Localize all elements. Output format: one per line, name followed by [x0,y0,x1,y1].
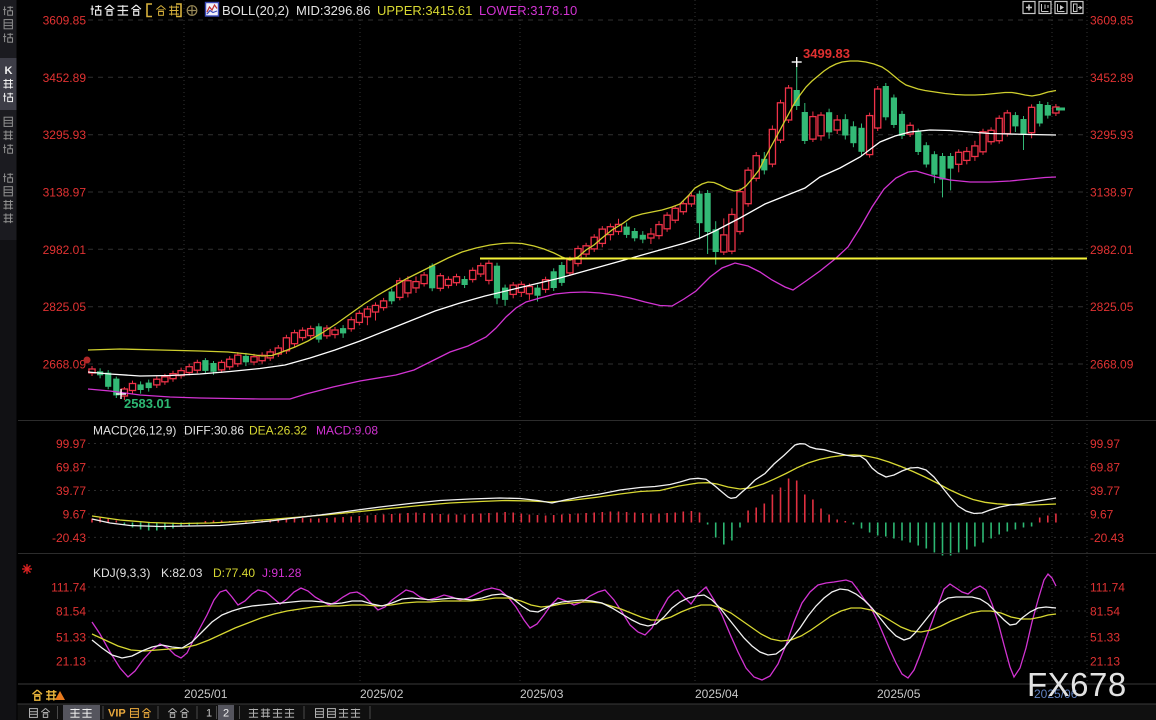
svg-text:J:91.28: J:91.28 [262,566,302,580]
svg-text:69.87: 69.87 [56,461,86,475]
svg-text:3499.83: 3499.83 [803,46,850,61]
svg-text:2825.05: 2825.05 [43,300,87,314]
svg-text:K:82.03: K:82.03 [161,566,203,580]
svg-text:MID:3296.86: MID:3296.86 [296,3,370,18]
svg-text:2025/04: 2025/04 [695,687,739,701]
svg-text:2982.01: 2982.01 [1090,243,1134,257]
svg-text:KDJ(9,3,3): KDJ(9,3,3) [93,566,150,580]
svg-text:DEA:26.32: DEA:26.32 [249,424,307,438]
svg-text:2025/01: 2025/01 [184,687,228,701]
svg-text:2982.01: 2982.01 [43,243,87,257]
svg-text:2668.09: 2668.09 [43,358,87,372]
svg-text:K: K [5,65,13,77]
svg-text:3609.85: 3609.85 [43,14,87,28]
svg-text:9.67: 9.67 [63,508,87,522]
svg-text:MACD(26,12,9): MACD(26,12,9) [93,424,176,438]
svg-text:D:77.40: D:77.40 [213,566,255,580]
svg-text:FX678: FX678 [1027,666,1127,703]
svg-text:2825.05: 2825.05 [1090,300,1134,314]
svg-text:81.54: 81.54 [1090,605,1120,619]
svg-text:LOWER:3178.10: LOWER:3178.10 [479,3,577,18]
svg-text:2025/03: 2025/03 [520,687,564,701]
svg-text:3295.93: 3295.93 [1090,128,1134,142]
svg-text:111.74: 111.74 [1090,581,1125,595]
svg-text:99.97: 99.97 [56,437,86,451]
svg-text:1: 1 [206,708,212,720]
svg-text:3138.97: 3138.97 [43,186,87,200]
svg-text:3609.85: 3609.85 [1090,14,1134,28]
svg-text:69.87: 69.87 [1090,461,1120,475]
svg-text:BOLL(20,2): BOLL(20,2) [222,3,289,18]
svg-text:81.54: 81.54 [56,605,86,619]
svg-text:2668.09: 2668.09 [1090,358,1134,372]
svg-text:DIFF:30.86: DIFF:30.86 [184,424,244,438]
svg-text:3452.89: 3452.89 [43,71,87,85]
svg-text:UPPER:3415.61: UPPER:3415.61 [377,3,472,18]
svg-text:99.97: 99.97 [1090,437,1120,451]
svg-text:39.77: 39.77 [1090,484,1120,498]
svg-text:111.74: 111.74 [51,581,86,595]
svg-text:3138.97: 3138.97 [1090,186,1134,200]
svg-text:51.33: 51.33 [56,631,86,645]
svg-text:51.33: 51.33 [1090,631,1120,645]
svg-text:-20.43: -20.43 [1090,531,1124,545]
svg-text:2583.01: 2583.01 [124,396,171,411]
svg-text:-20.43: -20.43 [52,531,86,545]
svg-text:9.67: 9.67 [1090,508,1114,522]
svg-text:3295.93: 3295.93 [43,128,87,142]
svg-text:39.77: 39.77 [56,484,86,498]
svg-text:2025/05: 2025/05 [877,687,921,701]
svg-text:2025/02: 2025/02 [360,687,404,701]
svg-text:VIP: VIP [108,708,126,720]
svg-text:3452.89: 3452.89 [1090,71,1134,85]
svg-text:MACD:9.08: MACD:9.08 [316,424,378,438]
svg-text:2025/06: 2025/06 [1034,687,1078,701]
svg-text:2: 2 [223,708,229,720]
svg-text:21.13: 21.13 [56,655,86,669]
svg-text:21.13: 21.13 [1090,655,1120,669]
